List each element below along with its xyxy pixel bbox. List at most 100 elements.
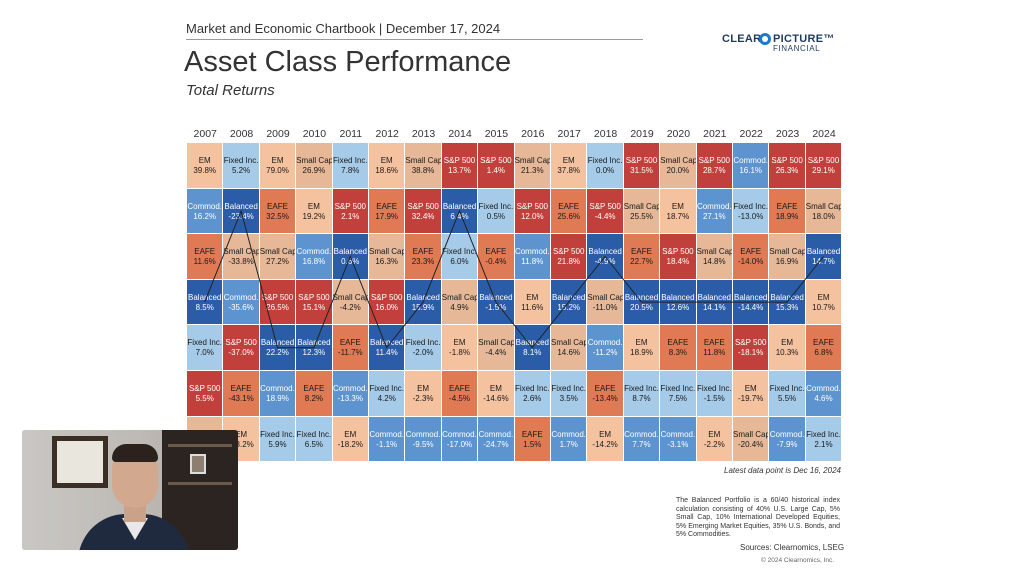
cell-asset-label: Small Cap (223, 247, 259, 257)
cell-asset-label: Fixed Inc. (806, 429, 841, 439)
cell-asset-label: Balanced (624, 292, 659, 302)
cell-asset-label: EAFE (667, 338, 689, 348)
cell-return-value: 0.5% (486, 211, 505, 221)
year-header-2017: 2017 (557, 128, 581, 140)
cell-asset-label: Commod. (769, 429, 805, 439)
cell-return-value: 5.2% (231, 166, 251, 175)
cell-return-value: 16.0% (375, 302, 399, 312)
cell-return-value: -37.0% (228, 348, 254, 358)
cell-asset-label: Commod. (296, 247, 332, 257)
cell-2023-small-cap: Small Cap 16.9% (769, 234, 805, 279)
cell-asset-label: S&P 500 (407, 201, 439, 211)
cell-asset-label: EM (708, 429, 721, 439)
asset-class-performance-table: 2007 2008 2009 2010 2011 2012 2013 2014 2015 2016… (186, 126, 842, 466)
cell-asset-label: Fixed Inc. (733, 201, 769, 211)
cell-2024-balanced: Balanced 14.7% (805, 234, 842, 279)
cell-2010-small-cap: Small Cap 26.9% (296, 143, 332, 188)
cell-2013-fixed-inc: Fixed Inc. -2.0% (405, 325, 441, 370)
cell-asset-label: EM (417, 384, 430, 393)
cell-asset-label: Commod. (806, 384, 841, 393)
cell-return-value: -13.4% (592, 394, 618, 403)
cell-return-value: 14.7% (812, 257, 835, 267)
cell-return-value: 15.3% (775, 302, 799, 312)
cell-2016-balanced: Balanced 8.1% (514, 325, 550, 370)
cell-asset-label: S&P 500 (516, 201, 548, 211)
cell-return-value: -7.9% (776, 439, 798, 449)
cell-return-value: -14.4% (738, 302, 764, 312)
cell-asset-label: Small Cap (369, 247, 405, 257)
cell-asset-label: Commod. (551, 429, 587, 439)
year-header-2016: 2016 (521, 128, 545, 140)
cell-asset-label: Fixed Inc. (478, 201, 514, 211)
cell-2011-balanced: Balanced 0.6% (332, 234, 368, 279)
cell-2009-commod: Commod. 18.9% (259, 371, 296, 416)
cell-2011-s-p-500: S&P 500 2.1% (332, 188, 368, 234)
year-header-2020: 2020 (666, 128, 691, 140)
balanced-portfolio-footnote: The Balanced Portfolio is a 60/40 histor… (676, 497, 840, 539)
cell-return-value: 0.0% (595, 166, 615, 175)
cell-2016-s-p-500: S&P 500 12.0% (514, 188, 550, 234)
cell-asset-label: Small Cap (769, 247, 805, 257)
cell-asset-label: S&P 500 (771, 156, 803, 165)
year-header-2023: 2023 (775, 128, 800, 140)
cell-asset-label: EM (599, 429, 612, 439)
cell-2010-balanced: Balanced 12.3% (296, 325, 332, 370)
cell-asset-label: Fixed Inc. (624, 384, 659, 393)
cell-asset-label: Commod. (478, 429, 514, 439)
cell-return-value: -14.2% (592, 439, 618, 449)
cell-asset-label: Fixed Inc. (660, 384, 696, 393)
cell-asset-label: EM (671, 201, 684, 211)
cell-return-value: 7.7% (632, 439, 651, 449)
cell-return-value: -35.6% (228, 302, 254, 312)
cell-asset-label: Small Cap (478, 338, 514, 348)
cell-2018-s-p-500: S&P 500 -4.4% (587, 188, 623, 234)
cell-asset-label: Balanced (806, 247, 841, 257)
cell-asset-label: EM (562, 156, 575, 165)
cell-asset-label: Balanced (770, 292, 804, 302)
cell-asset-label: EM (344, 429, 357, 439)
cell-return-value: 26.9% (302, 166, 326, 175)
cell-2007-balanced: Balanced 8.5% (187, 279, 223, 325)
cell-2017-small-cap: Small Cap 14.6% (551, 325, 587, 370)
cell-return-value: 18.9% (266, 394, 289, 403)
cell-asset-label: EAFE (594, 384, 616, 393)
cell-2023-s-p-500: S&P 500 26.3% (769, 143, 805, 188)
cell-return-value: 8.2% (304, 394, 323, 403)
cell-return-value: 10.3% (775, 348, 799, 358)
cell-2017-eafe: EAFE 25.6% (551, 188, 587, 234)
cell-2014-fixed-inc: Fixed Inc. 6.0% (441, 234, 478, 279)
cell-asset-label: Fixed Inc. (405, 338, 441, 348)
year-header-2018: 2018 (593, 128, 618, 140)
cell-asset-label: Commod. (696, 201, 732, 211)
year-header-2009: 2009 (266, 128, 290, 140)
cell-return-value: -4.9% (594, 257, 616, 267)
cell-asset-label: EAFE (267, 201, 288, 211)
logo-text-picture: PICTURE™ (773, 33, 835, 45)
cell-return-value: -1.8% (449, 348, 470, 358)
header-divider (186, 39, 643, 40)
clear-picture-logo: CLEAR PICTURE™ FINANCIAL (722, 33, 834, 53)
cell-2020-small-cap: Small Cap 20.0% (660, 143, 696, 188)
cell-asset-label: S&P 500 (334, 201, 366, 211)
cell-return-value: 6.8% (814, 348, 833, 358)
cell-return-value: 32.5% (266, 211, 289, 221)
cell-asset-label: Commod. (332, 384, 368, 393)
cell-return-value: 14.6% (557, 348, 581, 358)
cell-return-value: 6.0% (450, 257, 469, 267)
cell-2013-eafe: EAFE 23.3% (405, 234, 441, 279)
cell-2023-em: EM 10.3% (769, 325, 805, 370)
cell-return-value: 26.5% (266, 302, 289, 312)
cell-asset-label: Small Cap (587, 292, 623, 302)
cell-return-value: 15.2% (557, 302, 581, 312)
cell-return-value: 32.4% (411, 211, 435, 221)
cell-asset-label: Commod. (442, 429, 477, 439)
cell-return-value: 37.8% (557, 166, 581, 175)
cell-asset-label: Fixed Inc. (223, 156, 259, 165)
cell-return-value: 11.8% (521, 257, 544, 267)
cell-asset-label: Commod. (587, 338, 623, 348)
cell-2024-s-p-500: S&P 500 29.1% (805, 143, 842, 188)
cell-asset-label: Fixed Inc. (369, 384, 405, 393)
year-header-2015: 2015 (484, 128, 509, 140)
cell-asset-label: EM (380, 156, 393, 165)
cell-asset-label: S&P 500 (443, 156, 476, 165)
